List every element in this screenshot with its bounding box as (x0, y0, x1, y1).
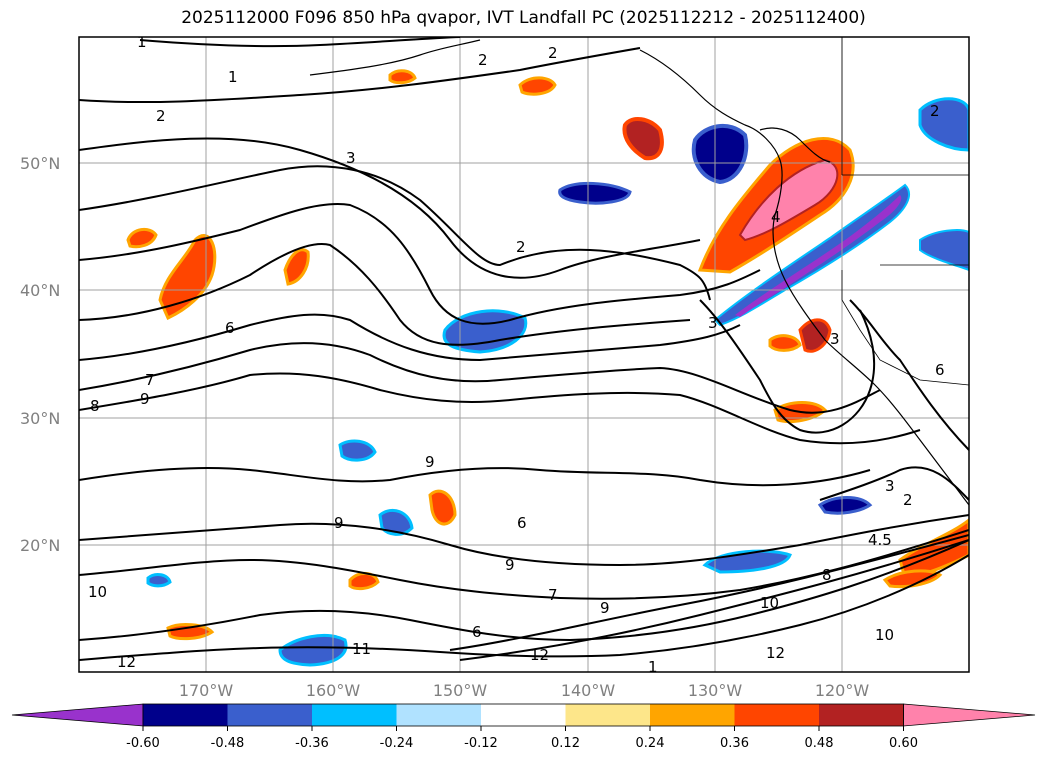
colorbar-extend-max (903, 703, 1036, 727)
contour-label: 9 (600, 599, 610, 617)
colorbar-swatch (734, 704, 820, 726)
lat-label: 50°N (20, 154, 60, 173)
contour-label: 3 (708, 314, 718, 332)
coastline (309, 37, 969, 506)
gridlines (79, 37, 969, 672)
contour-label: 9 (425, 453, 435, 471)
contour-label: 9 (505, 556, 515, 574)
colorbar-swatch (650, 704, 735, 726)
contour-label: 6 (472, 623, 482, 641)
colorbar-ticks: -0.60 -0.48 -0.36 -0.24 -0.12 0.12 0.24 0.36 0.4… (126, 726, 918, 751)
colorbar-swatches (11, 703, 1036, 727)
contour-label: 1 (648, 658, 658, 676)
contour-label: 11 (352, 640, 371, 658)
contour-label: 8 (822, 566, 832, 584)
colorbar-swatch (143, 704, 228, 726)
colorbar-tick-label: 0.24 (636, 736, 665, 751)
contour-label: 7 (145, 371, 155, 389)
contour-label: 4 (771, 208, 781, 226)
contour-label: 6 (935, 361, 945, 379)
contour-label: 2 (156, 107, 166, 125)
colorbar-swatch (819, 704, 904, 726)
contour-label: 12 (766, 644, 785, 662)
colorbar-extend-min (11, 703, 144, 727)
map-panel: 1 1 2 2 3 2 2 2 6 3 4 3 8 9 7 6 9 6 3 2 … (79, 33, 969, 676)
lon-label: 120°W (815, 681, 870, 700)
contour-label: 12 (530, 646, 549, 664)
contour-label: 9 (140, 390, 150, 408)
contour-label: 10 (760, 594, 779, 612)
colorbar-tick-label: -0.36 (295, 736, 329, 751)
colorbar-swatch (481, 704, 566, 726)
latitude-labels: 50°N 40°N 30°N 20°N (20, 154, 60, 555)
contour-label: 1 (137, 33, 147, 51)
lat-label: 40°N (20, 281, 60, 300)
contour-label: 2 (930, 102, 940, 120)
contour-label: 6 (225, 319, 235, 337)
contour-label: 6 (517, 514, 527, 532)
contour-label: 4.5 (868, 531, 892, 549)
colorbar-tick-label: 0.12 (551, 736, 580, 751)
contour-label: 3 (830, 330, 840, 348)
lon-label: 150°W (433, 681, 488, 700)
contour-label: 7 (548, 586, 558, 604)
map-title: 2025112000 F096 850 hPa qvapor, IVT Land… (181, 8, 866, 28)
contour-label: 10 (88, 583, 107, 601)
contour-label: 3 (885, 477, 895, 495)
map-frame (78, 36, 970, 673)
lon-label: 140°W (561, 681, 616, 700)
lon-label: 170°W (179, 681, 234, 700)
contour-label: 8 (90, 397, 100, 415)
contour-label: 1 (228, 68, 238, 86)
lat-label: 20°N (20, 536, 60, 555)
colorbar-tick-label: 0.48 (805, 736, 834, 751)
colorbar-tick-label: 0.60 (889, 736, 918, 751)
colorbar-outline (142, 703, 904, 727)
longitude-labels: 170°W 160°W 150°W 140°W 130°W 120°W (179, 681, 870, 700)
contour-labels: 1 1 2 2 3 2 2 2 6 3 4 3 8 9 7 6 9 6 3 2 … (88, 33, 945, 676)
colorbar-tick-label: -0.12 (464, 736, 498, 751)
contour-label: 2 (478, 51, 488, 69)
lon-label: 160°W (306, 681, 361, 700)
lon-label: 130°W (688, 681, 743, 700)
contour-label: 2 (903, 491, 913, 509)
colorbar-swatch (227, 704, 313, 726)
lat-label: 30°N (20, 409, 60, 428)
colorbar-tick-label: -0.24 (380, 736, 414, 751)
contour-label: 9 (334, 514, 344, 532)
colorbar-swatch (396, 704, 482, 726)
colorbar-swatch (312, 704, 397, 726)
colorbar-tick-label: -0.60 (126, 736, 160, 751)
colorbar: -0.60 -0.48 -0.36 -0.24 -0.12 0.12 0.24 0.36 0.4… (11, 703, 1036, 751)
contour-label: 12 (117, 653, 136, 671)
contour-label: 2 (516, 238, 526, 256)
ivt-contours (79, 37, 969, 661)
contour-label: 2 (548, 44, 558, 62)
colorbar-tick-label: 0.36 (720, 736, 749, 751)
contour-label: 10 (875, 626, 894, 644)
colorbar-tick-label: -0.48 (211, 736, 245, 751)
colorbar-swatch (565, 704, 651, 726)
contour-label: 3 (346, 149, 356, 167)
